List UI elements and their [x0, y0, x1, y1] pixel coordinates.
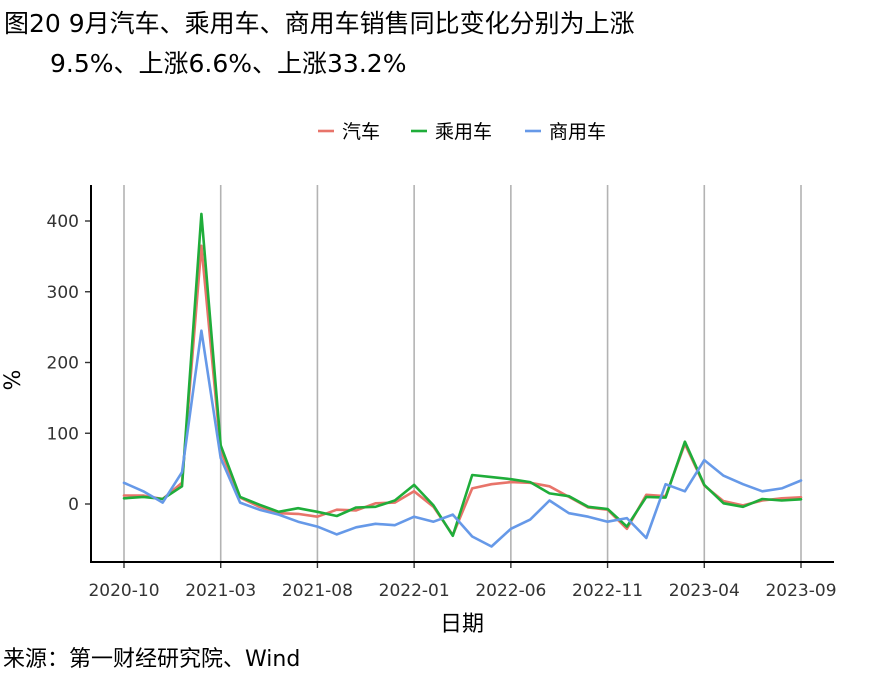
series-line-3	[122, 329, 803, 548]
y-tick-label: 300	[47, 283, 79, 303]
legend-label-3: 商用车	[549, 121, 606, 143]
y-tick-label: 200	[47, 354, 79, 374]
x-tick-label: 2023-04	[669, 581, 740, 601]
x-tick-label: 2022-01	[379, 581, 450, 601]
x-tick-label: 2023-09	[765, 581, 836, 601]
series-line-1	[122, 244, 803, 537]
chart-title: 图20 9月汽车、乘用车、商用车销售同比变化分别为上涨 9.5%、上涨6.6%、…	[4, 4, 635, 84]
series-lines	[122, 212, 803, 548]
x-tick-label: 2022-06	[475, 581, 546, 601]
y-tick-label: 100	[47, 424, 79, 444]
x-tick-label: 2021-08	[282, 581, 353, 601]
series-line-2	[122, 212, 803, 538]
y-tick-label: 0	[68, 495, 79, 515]
chart-title-line2: 9.5%、上涨6.6%、上涨33.2%	[50, 49, 407, 78]
x-tick-label: 2020-10	[88, 581, 159, 601]
legend-label-2: 乘用车	[435, 121, 492, 143]
legend-label-1: 汽车	[342, 121, 380, 143]
source-note: 来源：第一财经研究院、Wind	[3, 647, 301, 672]
y-axis-title: %	[1, 370, 26, 391]
x-tick-label: 2022-11	[572, 581, 643, 601]
x-tick-label: 2021-03	[185, 581, 256, 601]
axes: 2020-10 2021-03 2021-08 2022-01 2022-06 2022-…	[47, 185, 837, 601]
legend: 汽车 乘用车 商用车	[318, 121, 606, 143]
y-tick-label: 400	[47, 212, 79, 232]
x-axis-title: 日期	[440, 612, 484, 637]
chart-title-line1: 图20 9月汽车、乘用车、商用车销售同比变化分别为上涨	[4, 9, 635, 38]
